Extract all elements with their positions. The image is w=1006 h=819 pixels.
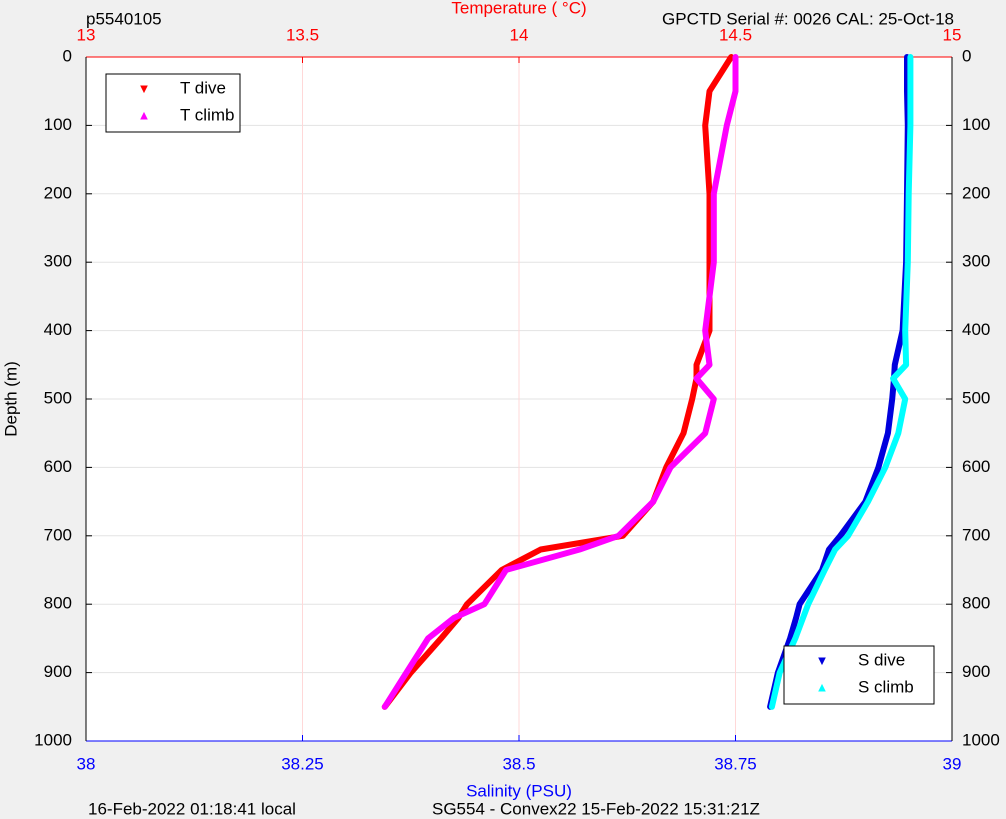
x2-tick-label: 38 bbox=[77, 754, 96, 773]
title-right: GPCTD Serial #: 0026 CAL: 25-Oct-18 bbox=[662, 9, 954, 28]
y-tick-label: 800 bbox=[962, 594, 990, 613]
y-tick-label: 700 bbox=[44, 525, 72, 544]
y-tick-label: 200 bbox=[44, 183, 72, 202]
legend-box bbox=[783, 645, 935, 705]
footer-right: SG554 - Convex22 15-Feb-2022 15:31:21Z bbox=[432, 799, 760, 818]
x-tick-label: 15 bbox=[943, 25, 962, 44]
x2-axis-label: Salinity (PSU) bbox=[466, 781, 572, 800]
y-tick-label: 0 bbox=[63, 46, 72, 65]
y-tick-label: 300 bbox=[44, 252, 72, 271]
x2-tick-label: 39 bbox=[943, 754, 962, 773]
legend-label: T dive bbox=[180, 78, 226, 97]
legend-box bbox=[105, 73, 241, 133]
profile-line bbox=[381, 54, 739, 710]
x-tick-label: 14.5 bbox=[719, 25, 752, 44]
y-tick-label: 0 bbox=[962, 46, 971, 65]
x-tick-label: 13 bbox=[77, 25, 96, 44]
legend-marker bbox=[140, 85, 148, 94]
legend-marker bbox=[818, 683, 826, 692]
y-tick-label: 400 bbox=[44, 320, 72, 339]
y-tick-label: 300 bbox=[962, 252, 990, 271]
y-tick-label: 1000 bbox=[962, 730, 1000, 749]
legend-label: S climb bbox=[858, 677, 914, 696]
y-tick-label: 500 bbox=[44, 388, 72, 407]
profile-line bbox=[768, 54, 914, 710]
y-tick-label: 100 bbox=[962, 115, 990, 134]
legend-label: S dive bbox=[858, 650, 905, 669]
x2-tick-label: 38.75 bbox=[714, 754, 757, 773]
legend-marker bbox=[140, 111, 148, 120]
y-tick-label: 800 bbox=[44, 594, 72, 613]
x-axis-label: Temperature ( °C) bbox=[451, 0, 586, 17]
y-tick-label: 200 bbox=[962, 183, 990, 202]
y-tick-label: 900 bbox=[962, 662, 990, 681]
y-tick-label: 100 bbox=[44, 115, 72, 134]
title-left: p5540105 bbox=[86, 9, 162, 28]
y-tick-label: 1000 bbox=[34, 730, 72, 749]
legend-label: T climb bbox=[180, 105, 234, 124]
y-tick-label: 500 bbox=[962, 388, 990, 407]
y-tick-label: 900 bbox=[44, 662, 72, 681]
y-tick-label: 700 bbox=[962, 525, 990, 544]
x-tick-label: 13.5 bbox=[286, 25, 319, 44]
footer-left: 16-Feb-2022 01:18:41 local bbox=[88, 799, 296, 818]
x2-tick-label: 38.5 bbox=[502, 754, 535, 773]
x2-tick-label: 38.25 bbox=[281, 754, 324, 773]
y-axis-label: Depth (m) bbox=[1, 361, 20, 437]
x-tick-label: 14 bbox=[510, 25, 529, 44]
y-tick-label: 600 bbox=[962, 457, 990, 476]
legend-marker bbox=[818, 657, 826, 666]
y-tick-label: 600 bbox=[44, 457, 72, 476]
y-tick-label: 400 bbox=[962, 320, 990, 339]
